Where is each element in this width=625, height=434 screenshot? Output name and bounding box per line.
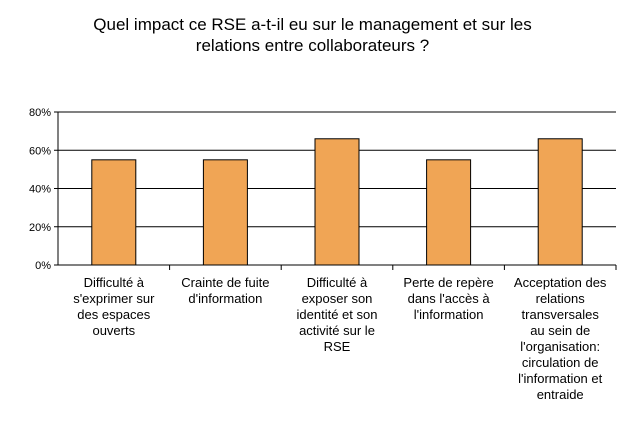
bar-4	[537, 138, 583, 266]
x-tick-label-4-line-1: relations	[535, 291, 585, 306]
x-tick-label-0: Difficulté à s'exprimer sur des espaces ouv…	[60, 275, 168, 339]
x-tick-label-4: Acceptation des relations transversales au …	[506, 275, 614, 403]
x-tick-label-0-line-3: ouverts	[92, 323, 136, 338]
x-tick-label-4-line-0: Acceptation des	[513, 275, 607, 290]
x-tick-label-0-line-0: Difficulté à	[83, 275, 145, 290]
x-tick-label-4-line-7: entraide	[536, 387, 584, 402]
y-tick-label-4: 80%	[29, 107, 51, 119]
bar-3	[426, 159, 472, 266]
x-tick-label-4-line-6: l'information et	[518, 371, 603, 386]
chart-title: Quel impact ce RSE a-t-il eu sur le mana…	[40, 14, 585, 56]
x-tick-label-3: Perte de repère dans l'accès à l'informati…	[395, 275, 503, 323]
x-tick-label-2-line-4: RSE	[323, 339, 351, 354]
x-tick-label-1: Crainte de fuite d'information	[171, 275, 279, 307]
x-tick-label-1-line-0: Crainte de fuite	[181, 275, 270, 290]
x-tick-label-1-line-1: d'information	[188, 291, 263, 306]
chart-title-line-1: Quel impact ce RSE a-t-il eu sur le mana…	[93, 15, 532, 34]
y-tick-label-0: 0%	[35, 260, 51, 272]
x-tick-label-4-line-5: circulation de	[521, 355, 599, 370]
x-tick-label-4-line-3: au sein de	[530, 323, 591, 338]
y-tick-label-3: 60%	[29, 145, 51, 157]
x-tick-label-0-line-1: s'exprimer sur	[73, 291, 155, 306]
x-tick-label-4-line-4: l'organisation:	[520, 339, 601, 354]
x-tick-label-3-line-2: l'information	[413, 307, 484, 322]
bar-2	[314, 138, 360, 266]
x-tick-label-4-line-2: transversales	[521, 307, 599, 322]
x-tick-label-0-line-2: des espaces	[77, 307, 151, 322]
x-tick-label-2-line-3: activité sur le	[299, 323, 375, 338]
bar-0	[91, 159, 137, 266]
x-tick-label-2: Difficulté à exposer son identité et son ac…	[283, 275, 391, 355]
bar-1	[202, 159, 248, 266]
x-tick-label-3-line-1: dans l'accès à	[407, 291, 490, 306]
y-tick-label-2: 40%	[29, 184, 51, 196]
y-tick-label-1: 20%	[29, 222, 51, 234]
x-tick-label-2-line-2: identité et son	[296, 307, 378, 322]
x-tick-label-2-line-0: Difficulté à	[306, 275, 368, 290]
x-tick-label-3-line-0: Perte de repère	[403, 275, 494, 290]
x-tick-label-2-line-1: exposer son	[301, 291, 373, 306]
chart-title-line-2: relations entre collaborateurs ?	[195, 36, 430, 55]
